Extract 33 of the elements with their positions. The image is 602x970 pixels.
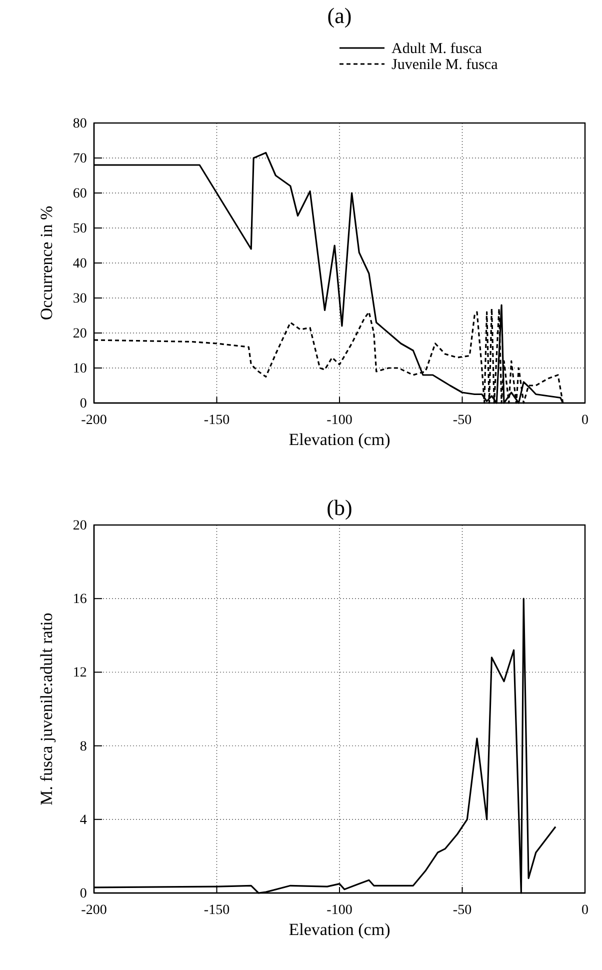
x-tick-label: 0 [582, 413, 588, 428]
y-tick-label: 4 [80, 812, 87, 828]
x-tick-label: -150 [204, 903, 230, 918]
x-tick-label: -50 [452, 903, 472, 918]
y-tick-label: 0 [80, 396, 87, 412]
legend-label: Juvenile M. fusca [392, 57, 498, 73]
y-tick-label: 70 [72, 151, 87, 166]
chart-title: (a) [327, 3, 352, 28]
chart-title: (b) [326, 495, 352, 520]
y-axis-title: M. fusca juvenile:adult ratio [37, 612, 56, 806]
y-tick-label: 10 [72, 361, 87, 376]
y-tick-label: 30 [72, 291, 87, 306]
legend-label: Adult M. fusca [392, 41, 482, 57]
x-tick-label: -200 [81, 413, 107, 428]
y-tick-label: 40 [72, 256, 87, 272]
y-tick-label: 50 [72, 221, 87, 236]
x-tick-label: -100 [326, 903, 352, 918]
x-axis-title: Elevation (cm) [288, 920, 390, 939]
y-tick-label: 12 [72, 666, 87, 681]
y-tick-label: 80 [72, 116, 87, 132]
x-axis-title: Elevation (cm) [288, 430, 390, 449]
y-tick-label: 0 [80, 886, 87, 902]
y-tick-label: 8 [80, 739, 87, 754]
x-tick-label: -150 [204, 413, 230, 428]
y-tick-label: 20 [72, 326, 87, 342]
y-tick-label: 20 [72, 518, 87, 534]
x-tick-label: -100 [326, 413, 352, 428]
y-tick-label: 60 [72, 186, 87, 202]
y-axis-title: Occurrence in % [37, 206, 56, 320]
x-tick-label: 0 [582, 903, 588, 918]
y-tick-label: 16 [72, 592, 87, 608]
x-tick-label: -50 [452, 413, 472, 428]
x-tick-label: -200 [81, 903, 107, 918]
